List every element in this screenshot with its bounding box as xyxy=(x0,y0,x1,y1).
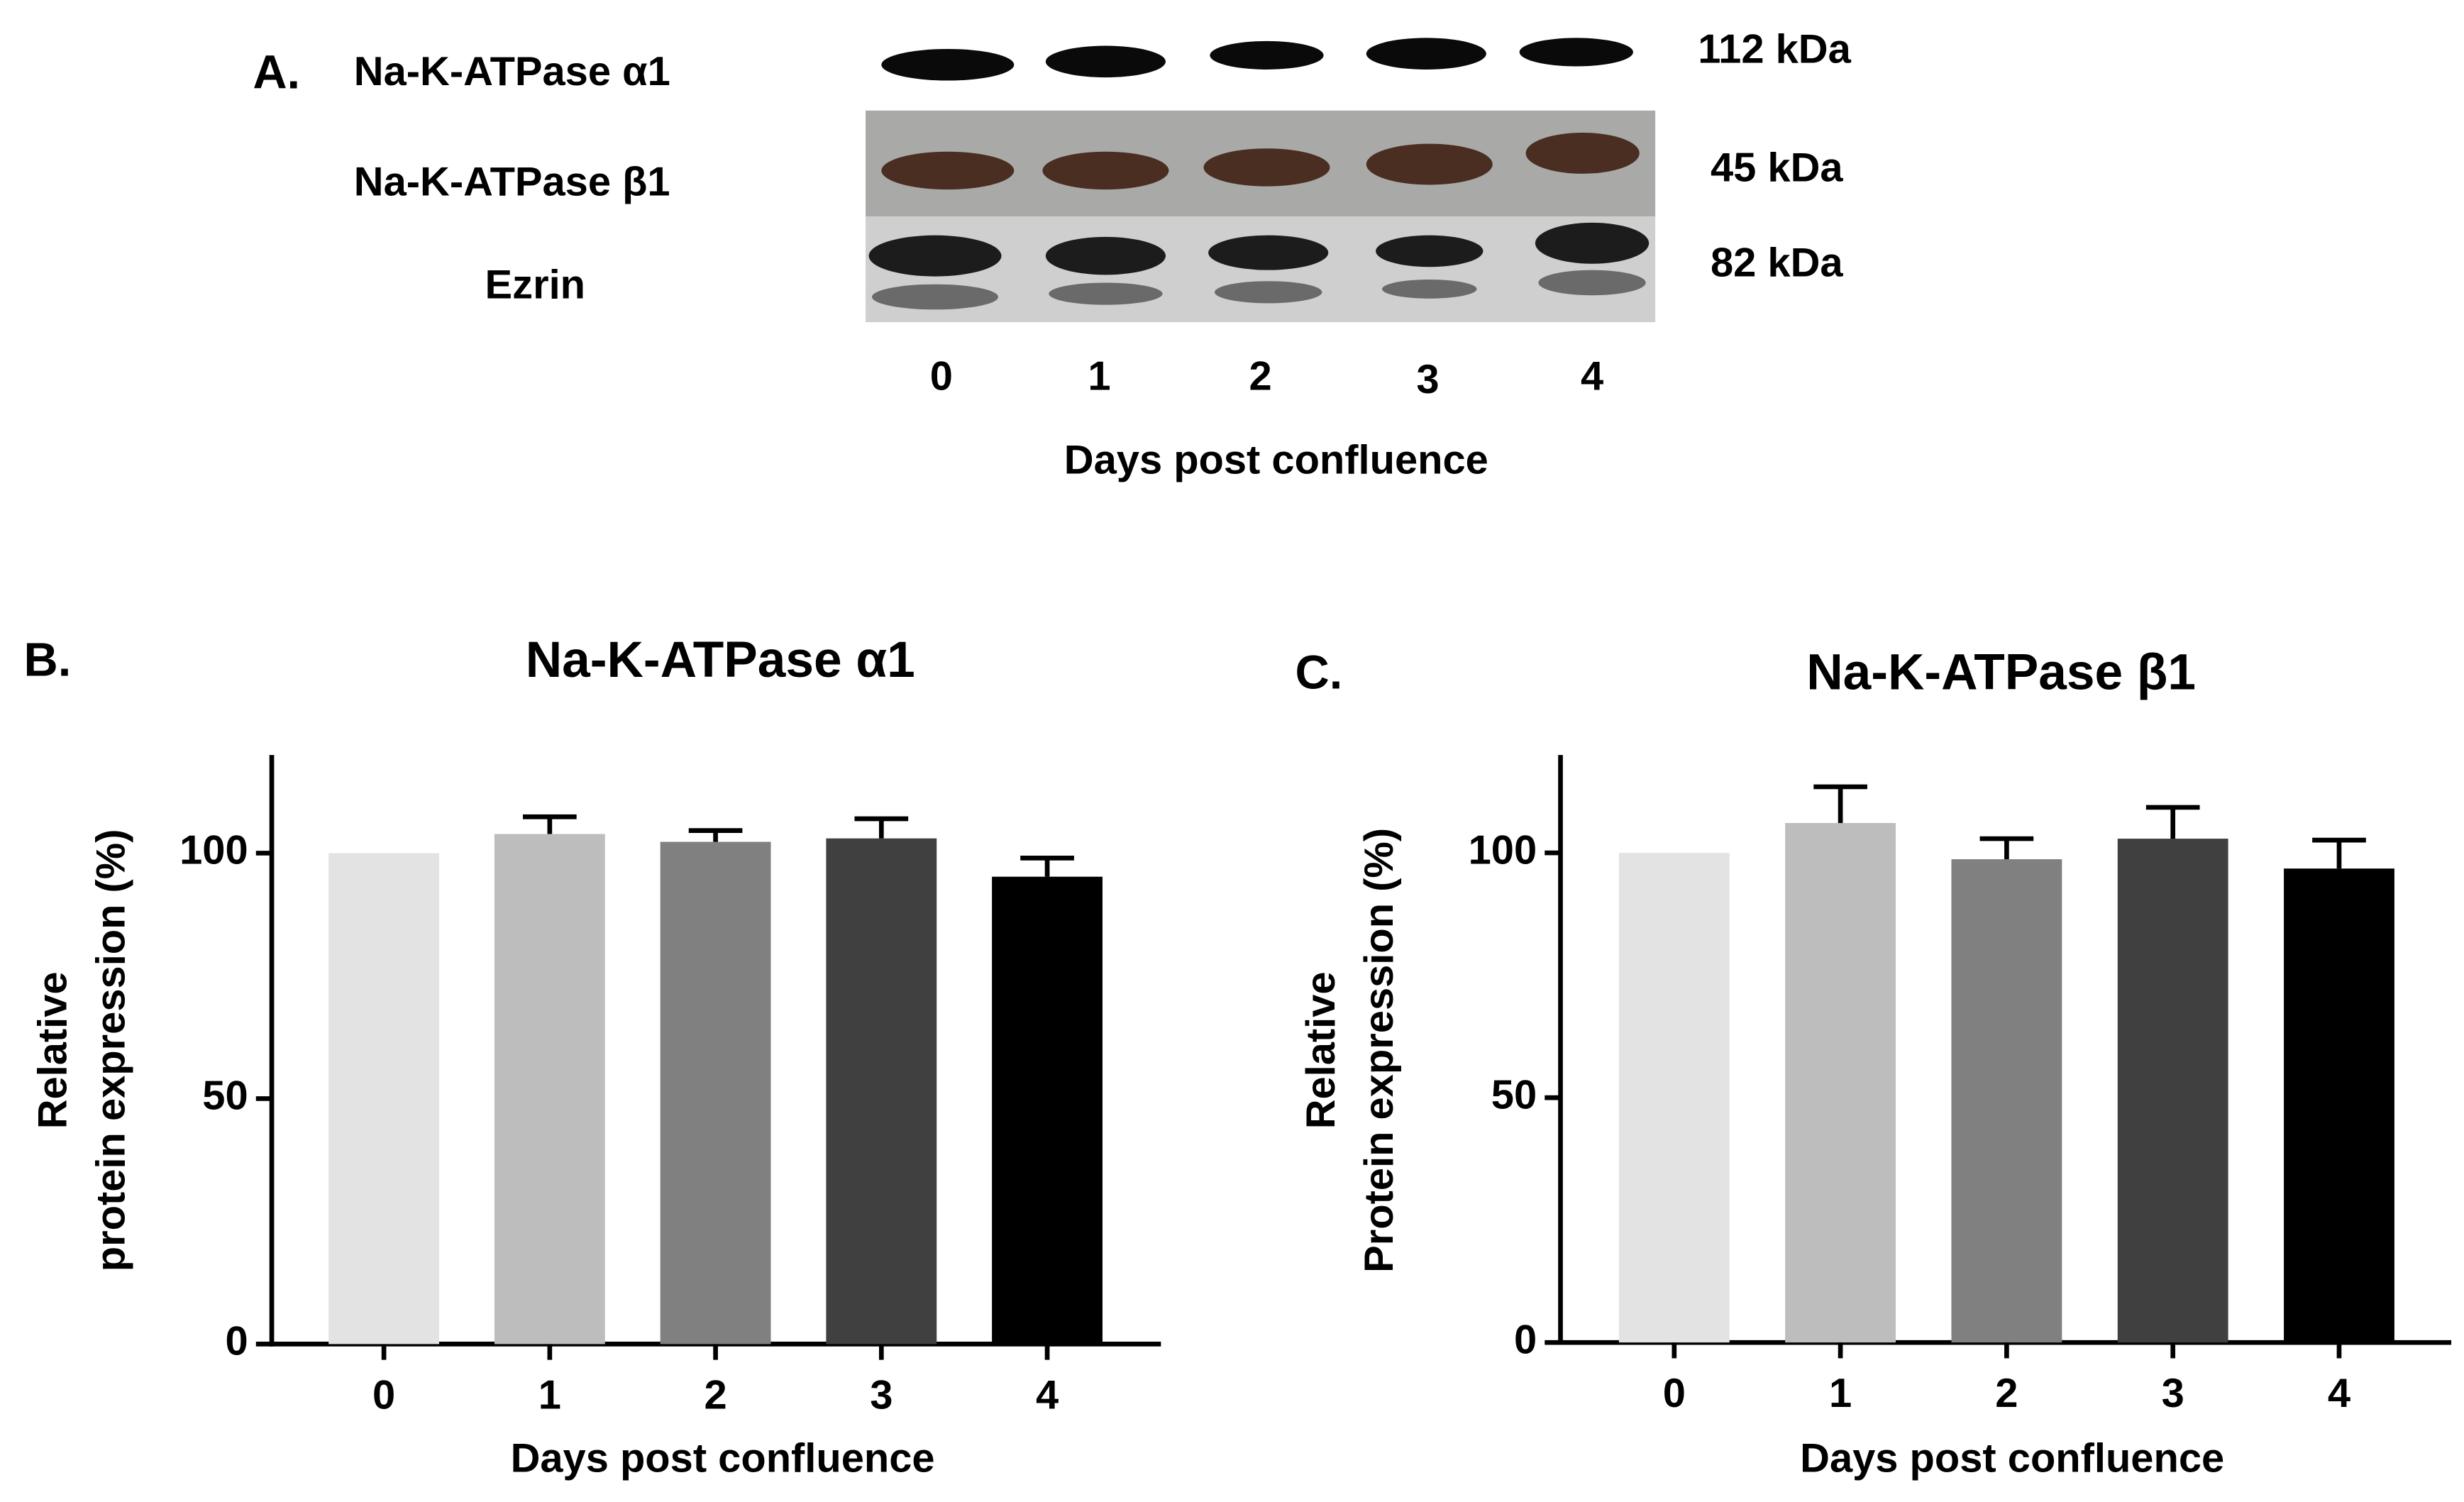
x-tick-label: 0 xyxy=(372,1372,395,1418)
bar xyxy=(660,841,771,1344)
blot-size: 112 kDa xyxy=(1698,27,1851,72)
panel-label: C. xyxy=(1295,646,1343,699)
y-axis-label: Protein expression (%) xyxy=(1357,828,1402,1273)
lane-label: 2 xyxy=(1249,354,1271,399)
x-tick-label: 3 xyxy=(870,1372,893,1418)
x-tick-label: 1 xyxy=(1829,1371,1852,1416)
error-bar xyxy=(688,828,743,842)
blot-row-label: Na-K-ATPase α1 xyxy=(354,49,670,94)
panel-label: A. xyxy=(253,46,300,99)
chart-title: Na-K-ATPase β1 xyxy=(1806,645,2196,701)
chart-title: Na-K-ATPase α1 xyxy=(526,632,915,688)
blot-size: 45 kDa xyxy=(1711,145,1843,191)
y-axis-label: Relative xyxy=(30,971,75,1129)
lane-label: 1 xyxy=(1088,354,1110,399)
blot-row-label: Ezrin xyxy=(485,262,585,307)
blot-x-label: Days post confluence xyxy=(1064,438,1488,483)
bar xyxy=(1785,822,1896,1343)
y-axis-label: Relative xyxy=(1298,971,1344,1129)
y-tick-label: 100 xyxy=(179,828,248,873)
x-tick-label: 0 xyxy=(1663,1371,1686,1416)
bar xyxy=(1951,859,2062,1343)
bar xyxy=(2117,839,2228,1343)
error-bar xyxy=(1813,784,1867,823)
lane-label: 4 xyxy=(1581,354,1603,399)
blot-image xyxy=(866,38,1656,323)
x-tick-label: 2 xyxy=(1995,1371,2018,1416)
y-tick-label: 100 xyxy=(1469,827,1537,873)
bar xyxy=(826,838,937,1344)
bar xyxy=(2284,868,2394,1343)
x-tick-label: 4 xyxy=(1036,1372,1059,1418)
panel-label: B. xyxy=(24,634,72,687)
error-bar xyxy=(1020,856,1074,877)
y-tick-label: 50 xyxy=(1491,1072,1537,1117)
blot-row-label: Na-K-ATPase β1 xyxy=(354,160,670,205)
bar xyxy=(494,834,605,1344)
x-tick-label: 2 xyxy=(704,1372,727,1418)
bar xyxy=(1618,853,1730,1343)
error-bar xyxy=(522,814,577,834)
x-tick-label: 1 xyxy=(538,1372,561,1418)
y-tick-label: 0 xyxy=(1514,1317,1537,1362)
x-axis-label: Days post confluence xyxy=(511,1435,935,1481)
blot-size: 82 kDa xyxy=(1711,240,1843,285)
error-bar xyxy=(2312,837,2366,869)
y-tick-label: 50 xyxy=(202,1073,248,1119)
x-tick-label: 4 xyxy=(2328,1371,2350,1416)
bar xyxy=(328,853,440,1344)
lane-label: 0 xyxy=(930,354,953,399)
x-axis-label: Days post confluence xyxy=(1800,1435,2224,1481)
bar xyxy=(992,876,1103,1344)
error-bar xyxy=(1979,836,2034,860)
x-tick-label: 3 xyxy=(2162,1371,2184,1416)
y-axis-label: protein expression (%) xyxy=(89,829,134,1271)
error-bar xyxy=(854,816,909,839)
error-bar xyxy=(2145,805,2200,839)
lane-label: 3 xyxy=(1416,357,1439,402)
y-tick-label: 0 xyxy=(225,1319,248,1364)
